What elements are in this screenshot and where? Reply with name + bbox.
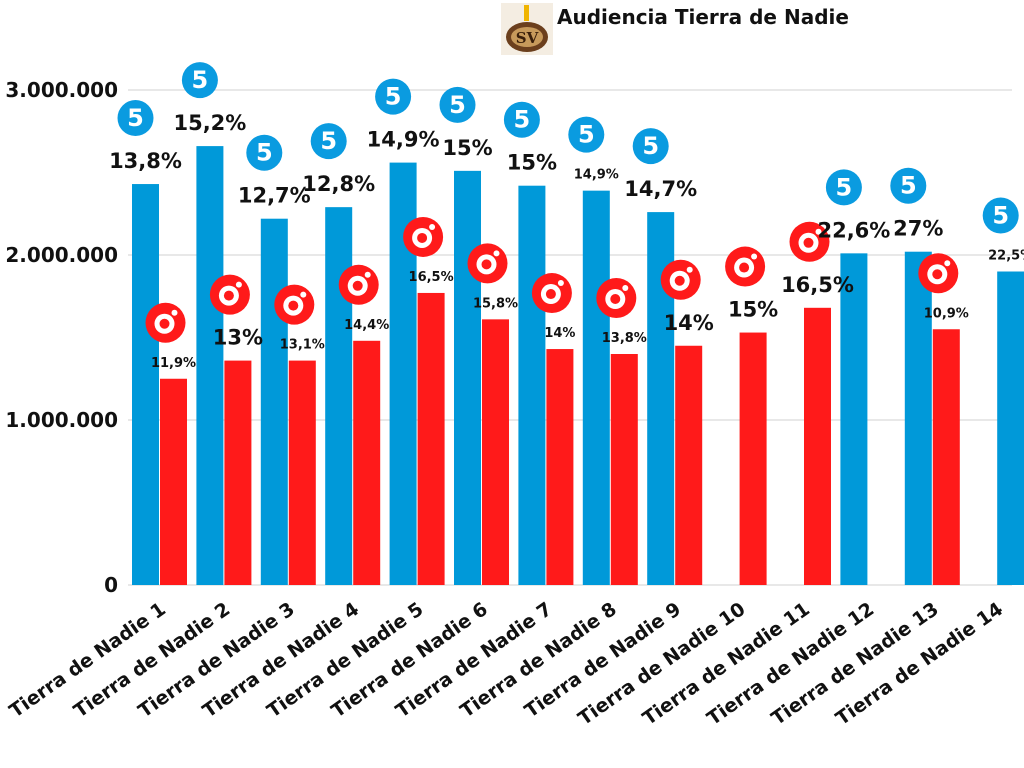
cuatro-logo-icon — [403, 216, 444, 257]
site-logo: SV — [501, 3, 553, 55]
telecinco-logo-icon: 5 — [503, 101, 540, 138]
cuatro-bar — [160, 378, 187, 585]
svg-text:5: 5 — [192, 66, 209, 94]
cuatro-share-label: 16,5% — [781, 273, 854, 297]
svg-text:5: 5 — [449, 91, 466, 119]
site-logo-candle — [524, 5, 529, 21]
cuatro-share-label: 11,9% — [151, 356, 196, 371]
svg-text:5: 5 — [320, 127, 337, 155]
telecinco-share-label: 27% — [893, 217, 943, 241]
y-tick-label: 1.000.000 — [5, 408, 118, 432]
telecinco-bar — [840, 253, 868, 585]
cuatro-bar — [546, 349, 574, 585]
svg-text:5: 5 — [127, 104, 144, 132]
telecinco-logo-icon: 5 — [246, 134, 283, 171]
y-axis-tick-labels: 0 1.000.000 2.000.000 3.000.000 — [5, 78, 118, 597]
telecinco-share-label: 14,9% — [574, 168, 619, 183]
cuatro-bar — [610, 354, 638, 585]
cuatro-logo-icon — [145, 302, 186, 343]
cuatro-share-label: 10,9% — [924, 306, 969, 321]
cuatro-share-label: 15,8% — [473, 296, 518, 311]
telecinco-logo-icon: 5 — [825, 169, 862, 206]
telecinco-share-label: 15% — [442, 136, 492, 160]
telecinco-bar — [260, 218, 288, 585]
cuatro-bar — [288, 360, 316, 585]
telecinco-logo-icon: 5 — [439, 86, 476, 123]
cuatro-logo-icon — [789, 221, 830, 262]
telecinco-logo-icon: 5 — [181, 62, 218, 99]
cuatro-bar — [804, 307, 831, 585]
telecinco-bar — [997, 271, 1024, 585]
cuatro-share-label: 13,1% — [280, 338, 325, 353]
telecinco-logo-icon: 5 — [568, 116, 605, 153]
telecinco-logo-icon: 5 — [310, 123, 347, 160]
cuatro-share-label: 15% — [728, 298, 778, 322]
cuatro-logo-icon — [467, 243, 508, 284]
chart-header: SV Audiencia Tierra de Nadie — [501, 3, 849, 55]
svg-text:5: 5 — [642, 132, 659, 160]
telecinco-share-label: 14,9% — [367, 128, 440, 152]
site-logo-badge-inner — [511, 27, 543, 47]
cuatro-share-label: 13% — [213, 326, 263, 350]
cuatro-share-label: 13,8% — [602, 331, 647, 346]
cuatro-bar — [675, 345, 703, 585]
y-tick-label: 3.000.000 — [5, 78, 118, 102]
cuatro-share-label: 16,5% — [409, 270, 454, 285]
cuatro-logo-icon — [660, 259, 701, 300]
cuatro-logo-icon — [596, 278, 637, 318]
y-tick-label: 2.000.000 — [5, 243, 118, 267]
svg-text:5: 5 — [514, 106, 531, 134]
svg-text:5: 5 — [900, 172, 917, 200]
cuatro-bar — [932, 329, 960, 585]
svg-text:5: 5 — [578, 121, 595, 149]
telecinco-logo-icon: 5 — [375, 78, 412, 115]
telecinco-bar — [132, 184, 159, 586]
telecinco-share-label: 13,8% — [109, 149, 182, 173]
cuatro-logo-icon — [274, 284, 315, 325]
telecinco-share-label: 22,6% — [817, 218, 890, 242]
bars — [132, 146, 1024, 586]
cuatro-bar — [353, 340, 381, 585]
telecinco-share-label: 14,7% — [624, 177, 697, 201]
cuatro-bar — [482, 319, 509, 585]
telecinco-bar — [904, 251, 932, 585]
cuatro-logo-icon — [338, 264, 379, 305]
svg-text:5: 5 — [256, 139, 273, 167]
cuatro-share-label: 14% — [664, 311, 714, 335]
telecinco-bar — [518, 185, 546, 585]
svg-text:5: 5 — [385, 83, 402, 111]
telecinco-logo-icon: 5 — [632, 128, 669, 165]
telecinco-share-label: 12,8% — [302, 172, 375, 196]
cuatro-logo-icon — [918, 253, 959, 294]
telecinco-share-label: 12,7% — [238, 184, 311, 208]
telecinco-bar — [454, 170, 481, 585]
cuatro-logo-icon — [209, 274, 250, 315]
telecinco-bar — [582, 190, 610, 585]
cuatro-logo-icon — [531, 273, 572, 314]
telecinco-share-label: 22,5% — [988, 249, 1024, 264]
svg-text:5: 5 — [992, 202, 1009, 230]
cuatro-bar — [739, 332, 767, 585]
data-labels: 5 13,8% 11,9% 5 15,2% 13% 5 12,7% 13,1% 5 12,8% 14,… — [109, 62, 1024, 371]
telecinco-logo-icon: 5 — [890, 167, 927, 204]
cuatro-share-label: 14,4% — [344, 318, 389, 333]
telecinco-bar — [325, 207, 353, 585]
telecinco-share-label: 15,2% — [173, 111, 246, 135]
chart-title: Audiencia Tierra de Nadie — [557, 5, 849, 29]
y-tick-label: 0 — [104, 573, 118, 597]
cuatro-share-label: 14% — [544, 326, 575, 341]
site-logo-text: SV — [516, 29, 539, 47]
cuatro-logo-icon — [725, 246, 766, 287]
cuatro-bar — [224, 360, 252, 585]
cuatro-bar — [417, 292, 445, 585]
telecinco-logo-icon: 5 — [982, 197, 1019, 234]
svg-text:5: 5 — [836, 173, 853, 201]
telecinco-logo-icon: 5 — [117, 100, 154, 137]
telecinco-bar — [196, 146, 224, 585]
telecinco-share-label: 15% — [507, 151, 557, 175]
